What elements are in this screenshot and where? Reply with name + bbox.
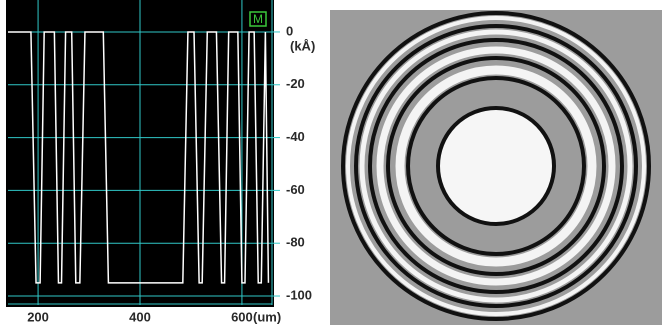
x-tick-label: 600: [231, 309, 253, 324]
x-unit: (um): [253, 309, 281, 324]
y-tick-label: -80: [286, 235, 305, 250]
y-unit: (kÅ): [290, 38, 315, 53]
x-tick-label: 400: [129, 309, 151, 324]
y-tick-label: 0: [286, 23, 293, 38]
y-tick-label: -60: [286, 182, 305, 197]
y-tick-label: -40: [286, 129, 305, 144]
y-tick-label: -20: [286, 76, 305, 91]
marker-label: M: [253, 12, 263, 26]
screenshot: M (kÅ) (um) 0 -20 -40 -60 -80 -100 200 400 600: [0, 0, 662, 325]
y-tick-label: -100: [286, 287, 312, 302]
center-disk: [438, 108, 554, 224]
x-tick-label: 200: [27, 309, 49, 324]
ring-image: [330, 10, 662, 325]
